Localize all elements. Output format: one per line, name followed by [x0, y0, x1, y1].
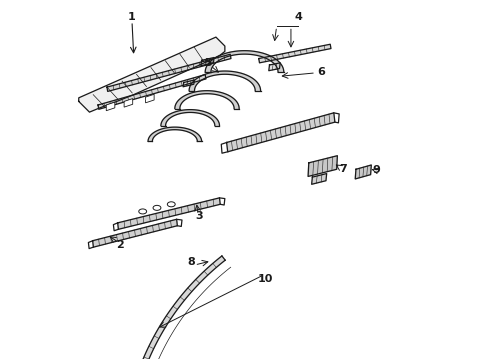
Polygon shape	[148, 127, 201, 141]
Polygon shape	[124, 256, 225, 360]
Polygon shape	[258, 44, 330, 63]
Text: 10: 10	[257, 274, 272, 284]
Polygon shape	[106, 102, 115, 111]
Ellipse shape	[139, 209, 146, 214]
Polygon shape	[98, 75, 205, 109]
Text: 8: 8	[187, 257, 195, 267]
Text: 6: 6	[317, 67, 325, 77]
Text: 3: 3	[195, 211, 202, 221]
Text: 4: 4	[294, 13, 302, 22]
Text: 5: 5	[204, 58, 211, 68]
Ellipse shape	[153, 205, 161, 210]
Polygon shape	[189, 71, 260, 91]
Ellipse shape	[167, 202, 175, 207]
Text: 2: 2	[116, 240, 124, 250]
Polygon shape	[161, 110, 219, 126]
Polygon shape	[307, 156, 337, 176]
Text: 9: 9	[372, 165, 380, 175]
Polygon shape	[93, 219, 177, 247]
Polygon shape	[268, 63, 280, 71]
Text: 1: 1	[128, 12, 136, 22]
Polygon shape	[205, 51, 283, 72]
Polygon shape	[145, 94, 154, 103]
Polygon shape	[124, 99, 132, 107]
Polygon shape	[175, 91, 239, 109]
Polygon shape	[107, 54, 230, 91]
Polygon shape	[201, 58, 214, 66]
Polygon shape	[79, 37, 224, 112]
Text: 7: 7	[338, 164, 346, 174]
Polygon shape	[183, 80, 194, 87]
Polygon shape	[354, 165, 370, 179]
Polygon shape	[226, 113, 334, 152]
Polygon shape	[311, 174, 326, 184]
Polygon shape	[118, 198, 220, 229]
